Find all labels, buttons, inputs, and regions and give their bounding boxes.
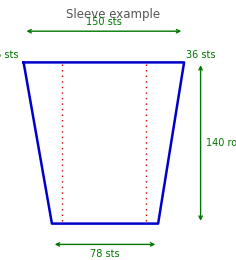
Polygon shape — [24, 62, 184, 224]
Text: 140 rows: 140 rows — [206, 138, 236, 148]
Text: 78 sts: 78 sts — [90, 249, 120, 259]
Text: 36 sts: 36 sts — [0, 50, 19, 60]
Text: 36 sts: 36 sts — [186, 50, 216, 60]
Text: Sleeve example: Sleeve example — [66, 8, 160, 21]
Text: 150 sts: 150 sts — [86, 17, 122, 27]
